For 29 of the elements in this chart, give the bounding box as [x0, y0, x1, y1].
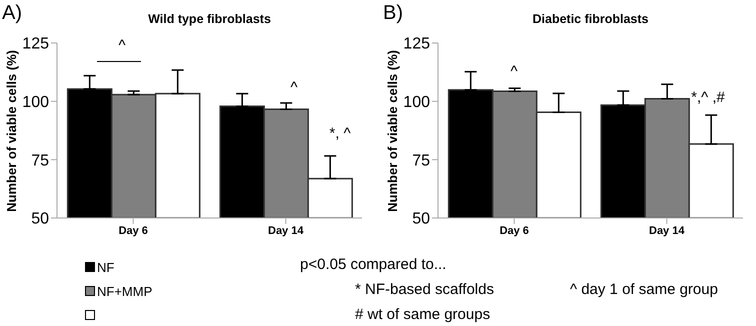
y-tick-label: 125	[403, 36, 430, 53]
annotation: *,^ ,#	[690, 89, 726, 106]
x-tick-label: Day 14	[268, 224, 304, 237]
legend-label: NF+MMP	[97, 284, 152, 298]
annotation: *, ^	[328, 125, 352, 142]
y-tick-label: 100	[403, 94, 430, 112]
y-tick-label: 100	[22, 94, 50, 112]
annotation: ^	[509, 63, 519, 80]
text: A)	[2, 2, 22, 25]
text: # wt of same groups	[355, 306, 490, 323]
y-tick-label: 75	[31, 152, 50, 170]
y-axis-title: Number of viable cells (%)	[4, 50, 18, 212]
y-tick-label: 50	[412, 210, 430, 228]
y-tick-label: 75	[412, 152, 430, 170]
y-tick-label: 125	[22, 36, 50, 53]
annotation: ^	[117, 37, 127, 54]
x-tick-label: Day 6	[118, 224, 148, 237]
text: B)	[383, 2, 403, 25]
y-tick-label: 50	[31, 210, 50, 228]
chart-title: Wild type fibroblasts	[147, 12, 272, 26]
legend-label: NF	[97, 260, 114, 274]
x-tick-label: Day 14	[649, 224, 686, 237]
annotation: ^	[289, 79, 299, 96]
text: ^ day 1 of same group	[570, 281, 718, 298]
text: p<0.05 compared to...	[300, 256, 446, 273]
x-tick-label: Day 6	[500, 224, 529, 237]
text: * NF-based scaffolds	[355, 281, 494, 298]
y-axis-title: Number of viable cells (%)	[384, 50, 400, 212]
chart-title: Diabetic fibroblasts	[532, 12, 650, 26]
